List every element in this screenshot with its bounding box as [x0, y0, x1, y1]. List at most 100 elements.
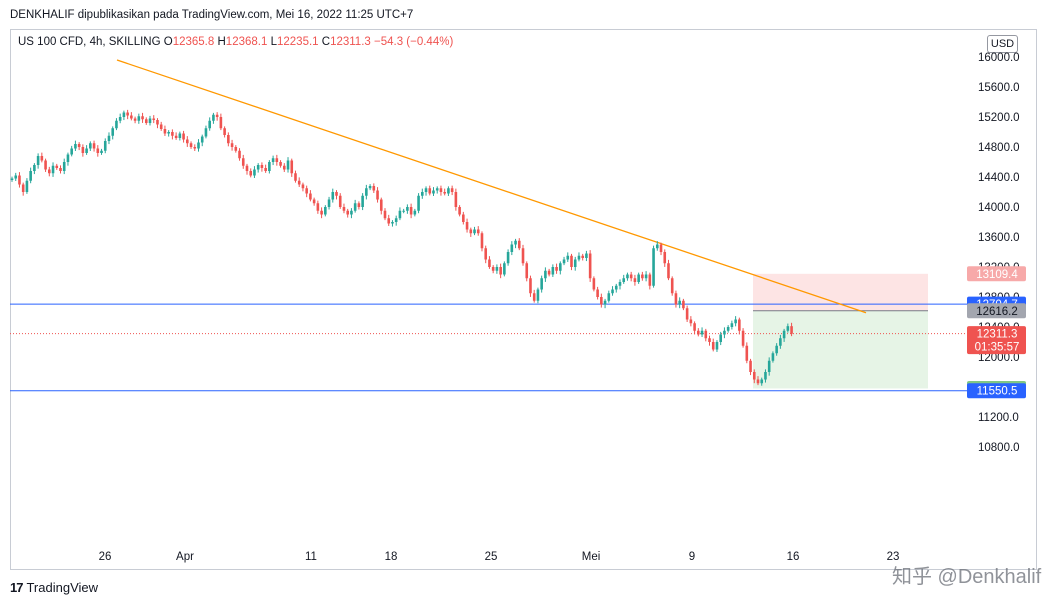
- candle-body: [663, 252, 667, 264]
- candle-body: [230, 143, 234, 147]
- open-label: O: [163, 36, 173, 48]
- candle-body: [462, 214, 465, 222]
- candle-body: [148, 118, 152, 123]
- candle-body: [752, 372, 756, 380]
- candle-body: [421, 192, 424, 196]
- candle-body: [641, 274, 644, 279]
- stop-price-label: 13109.4: [976, 269, 1018, 281]
- tradingview-mark-icon: 17: [10, 580, 24, 595]
- candle-body: [622, 278, 626, 282]
- x-tick-label: 11: [305, 551, 317, 563]
- candle-body: [775, 345, 778, 354]
- candle-body: [745, 345, 749, 361]
- candle-body: [652, 248, 655, 286]
- candle-body: [208, 120, 211, 129]
- stop-loss-zone: [753, 273, 928, 311]
- candle-body: [186, 139, 189, 144]
- y-tick-label: 10800.0: [978, 442, 1020, 454]
- candle-body: [227, 135, 230, 144]
- candle-body: [200, 136, 204, 143]
- candle-body: [55, 165, 59, 168]
- candle-body: [350, 210, 353, 215]
- candle-body: [644, 274, 648, 279]
- candle-body: [21, 184, 25, 192]
- candle-body: [614, 285, 618, 290]
- candle-body: [607, 293, 611, 301]
- chart-frame: [10, 29, 1037, 570]
- candle-body: [44, 160, 47, 170]
- candle-body: [327, 199, 331, 207]
- candle-body: [719, 334, 722, 342]
- candle-body: [245, 165, 249, 171]
- candle-body: [566, 255, 570, 260]
- last-price-label-countdown: 01:35:57: [975, 342, 1020, 354]
- x-tick-label: 25: [485, 551, 498, 563]
- candle-body: [767, 360, 771, 372]
- currency-button[interactable]: USD: [987, 35, 1018, 53]
- candle-body: [305, 188, 308, 194]
- candle-body: [264, 168, 267, 171]
- symbol-name[interactable]: US 100 CFD, 4h, SKILLING: [18, 36, 161, 48]
- candle-body: [469, 229, 473, 234]
- candle-body: [648, 274, 652, 286]
- candle-body: [786, 326, 790, 331]
- candle-body: [764, 372, 767, 380]
- candle-body: [428, 188, 432, 194]
- candle-body: [391, 222, 394, 224]
- candle-body: [346, 210, 349, 215]
- candle-body: [253, 169, 256, 176]
- candle-body: [592, 278, 596, 290]
- y-tick-label: 14400.0: [978, 172, 1020, 184]
- candle-body: [379, 199, 383, 211]
- candle-body: [749, 360, 752, 372]
- candle-body: [25, 180, 29, 192]
- candle-body: [667, 263, 670, 279]
- candle-body: [189, 143, 193, 147]
- candle-body: [365, 188, 368, 196]
- candle-body: [577, 255, 581, 260]
- candle-body: [282, 165, 286, 170]
- candle-body: [562, 259, 566, 264]
- x-tick-label: 16: [787, 551, 800, 563]
- candle-body: [544, 270, 547, 279]
- candle-body: [723, 330, 726, 335]
- candle-body: [312, 199, 316, 204]
- candle-body: [103, 141, 107, 151]
- candle-body: [130, 115, 133, 119]
- candle-body: [491, 267, 495, 271]
- candle-body: [316, 203, 320, 211]
- candle-body: [432, 190, 435, 194]
- candle-body: [454, 192, 458, 207]
- candle-body: [659, 244, 663, 252]
- candle-body: [70, 148, 73, 155]
- open-value: 12365.8: [172, 36, 215, 48]
- candle-body: [256, 165, 260, 170]
- candle-body: [182, 133, 185, 140]
- candle-body: [29, 171, 32, 181]
- candle-body: [14, 175, 18, 179]
- candle-body: [465, 222, 469, 230]
- symbol-legend: US 100 CFD, 4h, SKILLING O12365.8 H12368…: [18, 36, 453, 48]
- author-watermark: 知乎 @Denkhalif: [892, 566, 1042, 588]
- candle-body: [394, 218, 398, 222]
- candle-body: [372, 186, 376, 191]
- tradingview-logo[interactable]: 17 TradingView: [10, 580, 98, 595]
- candle-body: [290, 160, 294, 174]
- candle-body: [588, 253, 592, 279]
- candle-body: [715, 342, 719, 350]
- candle-body: [506, 252, 510, 264]
- take-profit-zone: [753, 310, 928, 389]
- candle-body: [133, 118, 137, 121]
- candle-body: [48, 169, 51, 174]
- candle-body: [320, 210, 323, 215]
- candle-body: [66, 154, 70, 162]
- candle-body: [779, 338, 782, 346]
- candle-body: [439, 188, 443, 192]
- y-tick-label: 12000.0: [978, 352, 1020, 364]
- candle-body: [790, 326, 793, 334]
- y-tick-label: 13600.0: [978, 232, 1020, 244]
- change-value: −54.3 (−0.44%): [374, 36, 454, 48]
- candle-body: [85, 148, 88, 153]
- candle-body: [551, 267, 555, 275]
